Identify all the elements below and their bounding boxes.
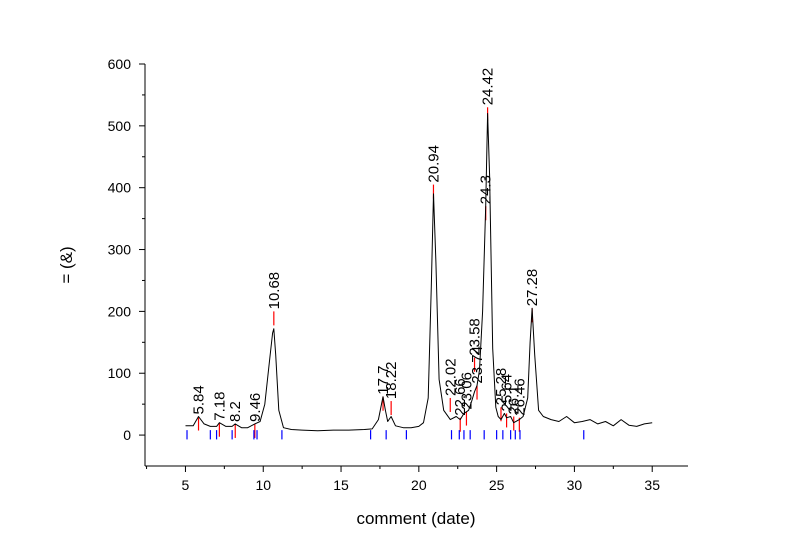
peak-label: 22.66: [452, 378, 469, 416]
peak-label: 25.28: [493, 368, 510, 406]
y-tick-label: 500: [108, 118, 132, 134]
peak-label: 8.2: [227, 401, 244, 422]
peak-label: 23.58: [467, 318, 484, 356]
peak-label: 26.1: [506, 385, 523, 414]
series-line: [185, 113, 653, 432]
x-tick-label: 20: [411, 477, 427, 493]
peak-label: 5.84: [191, 385, 208, 414]
peak-label: 24.3: [478, 175, 495, 204]
peak-label: 22.02: [442, 358, 459, 396]
x-tick-label: 15: [333, 477, 349, 493]
y-ticks: 0 100 200 300 400 500 600: [108, 56, 145, 443]
peak-markers: [197, 107, 533, 438]
peak-label: 23.74: [469, 346, 486, 384]
x-tick-label: 10: [255, 477, 271, 493]
y-tick-label: 100: [108, 365, 132, 381]
x-ticks: 5 10 15 20 25 30 35: [146, 466, 660, 493]
y-tick-label: 600: [108, 56, 132, 72]
x-axis-title: comment (date): [356, 509, 475, 528]
peak-label: 23.06: [458, 372, 475, 410]
peak-label: 7.18: [211, 392, 228, 421]
baseline-markers: [186, 430, 585, 440]
peak-label: 25.64: [499, 374, 516, 412]
peak-label: 27.28: [524, 269, 541, 307]
peak-label: 9.46: [247, 393, 264, 422]
peak-label: 26.46: [511, 378, 528, 416]
y-tick-label: 300: [108, 242, 132, 258]
x-tick-label: 35: [644, 477, 660, 493]
peak-label: 17.7: [375, 366, 392, 395]
x-tick-label: 30: [567, 477, 583, 493]
y-axis-title: = (&): [57, 246, 76, 283]
series-lines: [185, 113, 653, 432]
x-tick-label: 5: [182, 477, 190, 493]
peak-label: 20.94: [425, 145, 442, 183]
peak-label: 18.22: [383, 362, 400, 400]
x-tick-label: 25: [489, 477, 505, 493]
y-tick-label: 400: [108, 180, 132, 196]
y-tick-label: 200: [108, 303, 132, 319]
peak-label: 24.42: [480, 68, 497, 106]
peak-label: 10.68: [266, 272, 283, 310]
peak-labels: 5.84 7.188.2 9.4610.6817.718.2220.9422.022…: [191, 68, 542, 422]
y-tick-label: 0: [123, 427, 131, 443]
